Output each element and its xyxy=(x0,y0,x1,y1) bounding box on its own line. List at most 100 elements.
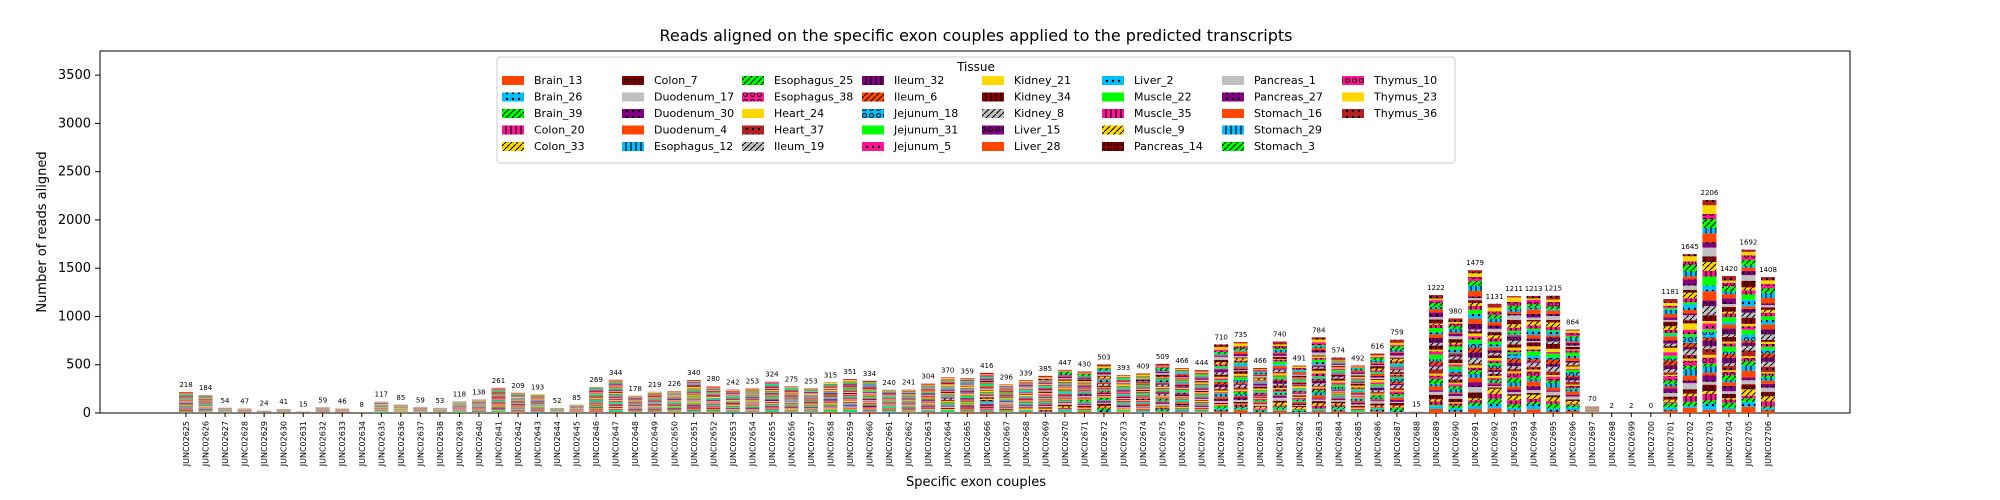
bar-segment xyxy=(1096,374,1111,376)
bar-segment xyxy=(511,407,526,409)
bar-segment xyxy=(1663,332,1678,336)
bar-segment-hatch xyxy=(1428,319,1443,324)
bar-segment-hatch xyxy=(1272,400,1287,403)
x-tick-label: JUNC02638 xyxy=(436,421,445,467)
bar-segment xyxy=(764,389,779,390)
bar-segment xyxy=(784,392,799,394)
bar-segment xyxy=(686,412,701,413)
bar-segment xyxy=(921,403,936,405)
bar-segment-hatch xyxy=(1428,401,1443,405)
bar-segment xyxy=(901,402,916,404)
bar-segment xyxy=(901,403,916,404)
bar-value-label: 53 xyxy=(435,397,444,405)
bar-segment xyxy=(706,405,721,407)
bar-segment xyxy=(784,398,799,400)
legend-swatch-hatch xyxy=(742,142,764,151)
bar-segment xyxy=(589,394,604,396)
bar-segment-hatch xyxy=(1155,367,1170,370)
bar-segment xyxy=(823,397,838,398)
x-tick-label: JUNC02659 xyxy=(846,421,855,467)
bar-segment xyxy=(862,380,877,382)
bar-segment xyxy=(1194,404,1209,406)
bar-segment xyxy=(1292,369,1307,371)
bar-segment-hatch xyxy=(1331,408,1346,411)
bar-segment xyxy=(1136,384,1151,387)
bar-segment xyxy=(1331,368,1346,371)
bar-segment-hatch xyxy=(1682,304,1697,310)
bar-segment xyxy=(589,393,604,394)
x-tick-label: JUNC02681 xyxy=(1276,421,1285,467)
bar-segment xyxy=(589,393,604,395)
bar-segment xyxy=(999,403,1014,405)
legend-item: Brain_39 xyxy=(502,107,582,120)
bar-segment-hatch xyxy=(1663,340,1678,344)
bar-segment xyxy=(1741,356,1756,359)
bar-segment xyxy=(1136,409,1151,411)
bar-segment-hatch xyxy=(1253,383,1268,386)
bar-segment xyxy=(686,400,701,402)
bar-segment-hatch xyxy=(1389,378,1404,382)
bar-segment xyxy=(862,397,877,399)
legend-item: Duodenum_17 xyxy=(622,91,734,104)
bar-segment-hatch xyxy=(1389,361,1404,364)
bar-segment xyxy=(589,398,604,399)
bar-segment xyxy=(1350,400,1365,403)
bar-segment xyxy=(1155,389,1170,391)
bar-value-label: 1222 xyxy=(1427,284,1445,292)
bar-segment xyxy=(1214,376,1229,379)
x-tick-label: JUNC02704 xyxy=(1725,421,1734,467)
bar-segment xyxy=(1331,391,1346,393)
bar-segment xyxy=(979,406,994,408)
bar-segment-hatch xyxy=(1487,325,1502,329)
bar-segment xyxy=(198,412,213,413)
bar-segment-hatch xyxy=(1448,344,1463,347)
bar-segment xyxy=(1077,393,1092,395)
bar-segment xyxy=(901,394,916,396)
bar-segment xyxy=(1389,355,1404,358)
bar-segment xyxy=(1389,412,1404,413)
bar-segment xyxy=(1116,383,1131,385)
bar-segment xyxy=(198,401,213,403)
bar-segment xyxy=(1018,397,1033,399)
bar-segment xyxy=(706,390,721,392)
bar-segment xyxy=(530,409,545,411)
bar-segment xyxy=(1116,375,1131,376)
bar-segment xyxy=(1233,410,1248,413)
bar-segment xyxy=(803,403,818,405)
bar-segment-hatch xyxy=(1526,366,1541,370)
bar-segment xyxy=(1526,328,1541,331)
bar-JUNC02670 xyxy=(1057,369,1072,413)
bar-segment-hatch xyxy=(979,399,994,402)
bar-segment xyxy=(1175,405,1190,407)
bar-segment-hatch xyxy=(1682,349,1697,355)
bar-segment xyxy=(725,399,740,400)
bar-segment xyxy=(979,403,994,405)
bar-segment xyxy=(1155,411,1170,412)
legend-swatch-hatch xyxy=(982,92,1004,102)
bar-segment xyxy=(1370,400,1385,402)
bar-segment xyxy=(784,401,799,403)
bar-segment xyxy=(471,400,486,402)
bar-value-label: 275 xyxy=(785,375,798,383)
bar-segment-hatch xyxy=(1741,384,1756,390)
bar-segment xyxy=(1038,392,1053,395)
bar-segment xyxy=(803,395,818,397)
bar-segment xyxy=(179,397,193,399)
bar-segment xyxy=(511,406,526,408)
bar-segment xyxy=(1214,393,1229,395)
bar-segment xyxy=(1038,407,1053,409)
bar-segment-hatch xyxy=(1311,346,1326,349)
legend-item: Stomach_3 xyxy=(1222,140,1315,153)
bar-segment xyxy=(1018,394,1033,396)
bar-segment-hatch xyxy=(1761,307,1775,310)
bar-segment xyxy=(1018,402,1033,404)
bar-segment xyxy=(686,388,701,390)
x-tick-label: JUNC02647 xyxy=(612,421,621,467)
legend-label: Pancreas_27 xyxy=(1254,91,1323,104)
bar-segment xyxy=(1116,385,1131,387)
bar-segment-hatch xyxy=(1741,249,1756,252)
bar-segment xyxy=(686,411,701,413)
bar-segment xyxy=(1018,407,1033,409)
bar-segment xyxy=(706,407,721,409)
bar-segment xyxy=(764,390,779,392)
